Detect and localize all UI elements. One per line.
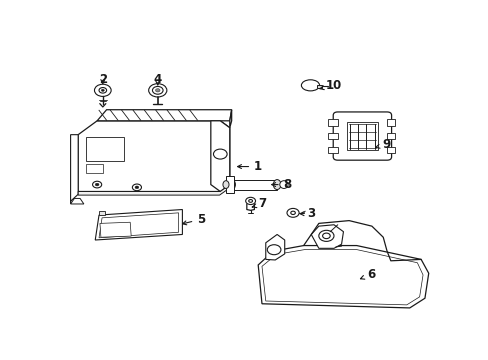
Bar	[327, 133, 337, 139]
Polygon shape	[99, 213, 178, 238]
Bar	[327, 119, 337, 126]
Polygon shape	[231, 180, 277, 190]
Circle shape	[267, 245, 280, 255]
Circle shape	[318, 230, 333, 242]
Polygon shape	[316, 85, 321, 87]
FancyBboxPatch shape	[332, 112, 391, 160]
Circle shape	[155, 89, 160, 92]
Text: 7: 7	[252, 198, 265, 211]
Polygon shape	[210, 121, 229, 192]
Circle shape	[152, 86, 163, 94]
Circle shape	[94, 84, 111, 96]
Polygon shape	[70, 198, 84, 204]
Bar	[85, 164, 102, 174]
Polygon shape	[99, 211, 104, 215]
Ellipse shape	[301, 80, 319, 91]
Circle shape	[245, 197, 255, 204]
Circle shape	[248, 199, 252, 202]
Ellipse shape	[227, 180, 235, 190]
Circle shape	[95, 183, 99, 186]
Polygon shape	[265, 234, 284, 260]
Text: 3: 3	[300, 207, 315, 220]
Circle shape	[213, 149, 226, 159]
Text: 6: 6	[360, 268, 374, 281]
Polygon shape	[97, 110, 231, 121]
Bar	[386, 147, 395, 153]
Polygon shape	[78, 185, 229, 195]
Ellipse shape	[273, 180, 280, 190]
Bar	[386, 133, 395, 139]
Bar	[85, 138, 123, 161]
Circle shape	[148, 84, 166, 97]
Circle shape	[322, 233, 329, 239]
Polygon shape	[70, 135, 78, 204]
Text: 5: 5	[182, 213, 205, 226]
Text: 8: 8	[271, 178, 291, 191]
Ellipse shape	[223, 181, 228, 188]
Bar	[327, 147, 337, 153]
Circle shape	[135, 186, 139, 189]
Polygon shape	[262, 249, 422, 305]
Polygon shape	[225, 176, 233, 193]
Text: 10: 10	[319, 79, 342, 92]
Bar	[100, 222, 131, 237]
Polygon shape	[311, 225, 343, 248]
Ellipse shape	[279, 181, 287, 188]
Circle shape	[101, 89, 104, 91]
Circle shape	[99, 87, 106, 93]
Text: 2: 2	[99, 73, 107, 86]
Bar	[346, 122, 377, 150]
Circle shape	[286, 208, 299, 217]
Circle shape	[290, 211, 295, 215]
Text: 9: 9	[375, 138, 389, 151]
Polygon shape	[229, 110, 231, 128]
Bar	[386, 119, 395, 126]
Polygon shape	[78, 121, 229, 194]
Polygon shape	[258, 246, 428, 308]
Polygon shape	[95, 210, 182, 240]
Circle shape	[132, 184, 141, 191]
Circle shape	[92, 181, 102, 188]
Text: 1: 1	[237, 160, 262, 173]
Text: 4: 4	[153, 73, 162, 86]
